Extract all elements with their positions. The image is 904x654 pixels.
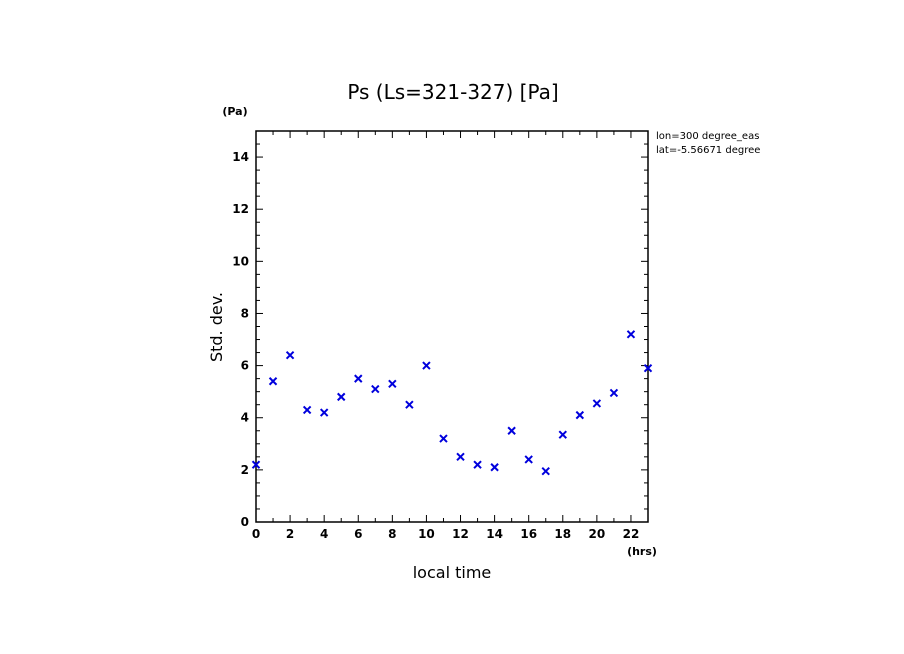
data-point-marker xyxy=(490,463,499,472)
data-point-marker xyxy=(592,399,602,408)
axis-ticks xyxy=(255,130,649,523)
data-point-marker xyxy=(507,426,516,435)
y-tick-label: 14 xyxy=(232,150,249,164)
x-tick-label: 6 xyxy=(354,527,362,541)
chart-title: Ps (Ls=321-327) [Pa] xyxy=(347,80,558,104)
x-unit-label: (hrs) xyxy=(627,545,657,558)
y-unit-label: (Pa) xyxy=(222,105,247,118)
data-points xyxy=(251,330,653,476)
y-tick-label: 6 xyxy=(241,359,249,373)
annotation-lon: lon=300 degree_eas xyxy=(656,131,759,142)
x-tick-label: 0 xyxy=(252,527,260,541)
x-tick-label: 12 xyxy=(452,527,469,541)
data-point-marker xyxy=(302,405,312,415)
data-point-marker xyxy=(251,460,261,469)
x-axis-label: local time xyxy=(413,563,492,582)
y-tick-label: 0 xyxy=(241,515,249,529)
y-axis-label: Std. dev. xyxy=(207,292,226,362)
data-point-marker xyxy=(405,400,414,409)
data-point-marker xyxy=(524,455,533,464)
x-tick-label: 20 xyxy=(589,527,606,541)
x-tick-label: 4 xyxy=(320,527,328,541)
data-point-marker xyxy=(626,330,636,339)
data-point-marker xyxy=(456,452,465,462)
data-point-marker xyxy=(422,361,431,370)
y-tick-label: 8 xyxy=(241,306,249,320)
y-tick-label: 2 xyxy=(241,463,249,477)
x-tick-label: 18 xyxy=(554,527,571,541)
x-tick-label: 2 xyxy=(286,527,294,541)
data-point-marker xyxy=(643,363,653,373)
data-point-marker xyxy=(371,384,380,394)
data-point-marker xyxy=(439,434,448,443)
data-point-marker xyxy=(609,388,619,398)
x-tick-label: 10 xyxy=(418,527,435,541)
data-point-marker xyxy=(388,379,397,389)
data-point-marker xyxy=(268,377,278,386)
data-point-marker xyxy=(558,430,567,439)
y-tick-label: 10 xyxy=(232,254,249,268)
data-point-marker xyxy=(337,392,346,402)
y-tick-label: 4 xyxy=(241,411,249,425)
data-point-marker xyxy=(473,460,482,469)
data-point-marker xyxy=(285,350,295,360)
x-tick-label: 8 xyxy=(388,527,396,541)
x-tick-label: 14 xyxy=(486,527,503,541)
data-point-marker xyxy=(354,374,363,383)
annotation-lat: lat=-5.56671 degree xyxy=(656,145,760,156)
y-tick-label: 12 xyxy=(232,202,249,216)
data-point-marker xyxy=(541,466,550,476)
data-point-marker xyxy=(575,410,585,420)
x-tick-label: 22 xyxy=(623,527,640,541)
tick-labels: 0 2 4 6 8 10 12 14 16 18 20 22 0 2 4 6 8 10 12 14 xyxy=(232,150,639,541)
data-point-marker xyxy=(319,408,329,417)
plot-frame xyxy=(255,130,649,523)
x-tick-label: 16 xyxy=(520,527,537,541)
